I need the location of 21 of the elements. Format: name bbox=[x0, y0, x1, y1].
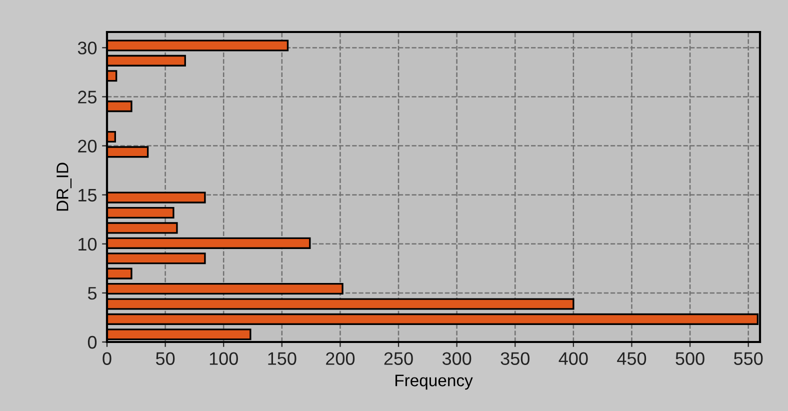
y-tick-label: 10 bbox=[78, 238, 97, 251]
x-tick-label: 450 bbox=[617, 352, 646, 365]
x-tick-label: 300 bbox=[442, 352, 472, 365]
y-tick-label: 0 bbox=[88, 336, 97, 349]
y-tick-label: 25 bbox=[78, 90, 97, 104]
x-tick-label: 400 bbox=[558, 352, 588, 365]
x-tick-label: 500 bbox=[676, 352, 704, 365]
x-tick-label: 200 bbox=[326, 352, 355, 365]
x-tick-label: 100 bbox=[210, 352, 238, 365]
x-tick-label: 350 bbox=[500, 352, 530, 365]
y-axis-title: DR_ID bbox=[56, 162, 72, 211]
y-tick-label: 5 bbox=[88, 287, 97, 300]
y-tick-label: 15 bbox=[78, 188, 97, 202]
x-tick-label: 150 bbox=[268, 352, 296, 365]
y-tick-label: 30 bbox=[78, 42, 97, 54]
x-tick-label: 550 bbox=[734, 352, 763, 365]
x-tick-label: 250 bbox=[384, 352, 413, 365]
y-tick-label: 20 bbox=[78, 140, 97, 153]
x-tick-label: 0 bbox=[102, 352, 112, 365]
x-axis-title: Frequency bbox=[396, 374, 473, 390]
x-tick-label: 50 bbox=[156, 352, 175, 365]
